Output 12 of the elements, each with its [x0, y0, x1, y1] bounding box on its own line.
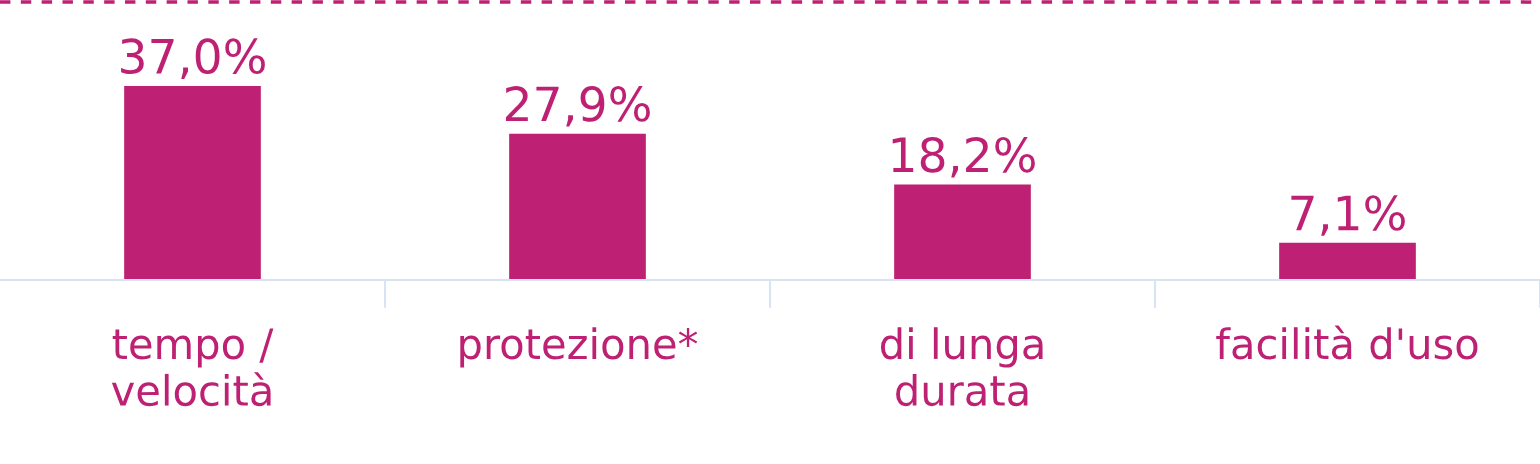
- bar: [509, 133, 646, 280]
- x-tick-label: facilità d'uso: [1216, 325, 1478, 360]
- data-label: 37,0%: [121, 38, 265, 79]
- x-tick-label: di lunga durata: [880, 327, 1043, 407]
- x-tick-label: tempo / velocità: [111, 328, 274, 407]
- bar: [894, 184, 1031, 280]
- data-label: 18,2%: [892, 136, 1035, 178]
- data-label: 7,1%: [1291, 195, 1405, 236]
- bar: [1279, 242, 1416, 280]
- data-label: 27,9%: [505, 86, 650, 127]
- bar: [124, 85, 261, 280]
- x-tick-label: protezione*: [460, 327, 698, 368]
